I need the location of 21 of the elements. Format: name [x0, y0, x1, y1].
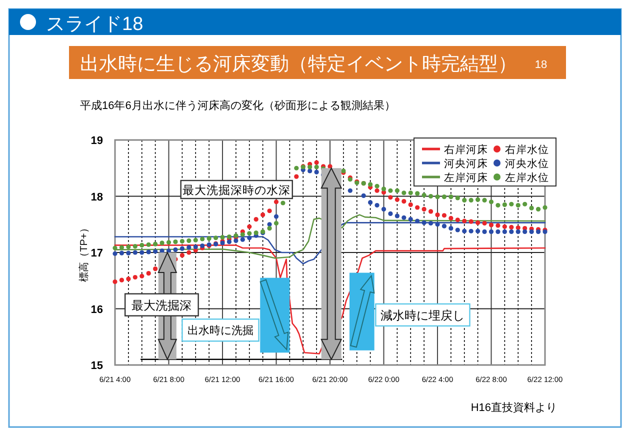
chart-subtitle: 平成16年6月出水に伴う河床高の変化（砂面形による観測結果） [80, 99, 396, 112]
y-tick-label: 17 [90, 248, 103, 260]
annotation: 減水時に埋戻し [380, 308, 465, 322]
legend-label: 右岸水位 [505, 143, 549, 156]
text: H16直技資料より [470, 401, 557, 414]
legend-label: 左岸河床 [444, 171, 488, 184]
chart-title: 出水時に生じる河床変動（特定イベント時完結型） [80, 53, 517, 75]
annotation: 最大洗掘深 [132, 298, 192, 312]
y-tick-label: 15 [90, 360, 103, 372]
annotation: 出水時に洗掘 [187, 324, 254, 338]
legend-label: 右岸河床 [444, 143, 488, 156]
y-tick-label: 19 [90, 135, 103, 147]
y-axis-title: 標高（TP+） [78, 223, 90, 282]
legend-label: 河央河床 [444, 157, 488, 170]
legend-label: 左岸水位 [505, 171, 549, 184]
slide-header-bar: スライド18 [9, 9, 621, 35]
text: 18 [534, 59, 548, 71]
annotation: 最大洗掘深時の水深 [182, 184, 291, 197]
y-tick-label: 16 [90, 304, 103, 316]
y-tick-label: 18 [90, 191, 103, 204]
legend-label: 河央水位 [505, 157, 549, 170]
